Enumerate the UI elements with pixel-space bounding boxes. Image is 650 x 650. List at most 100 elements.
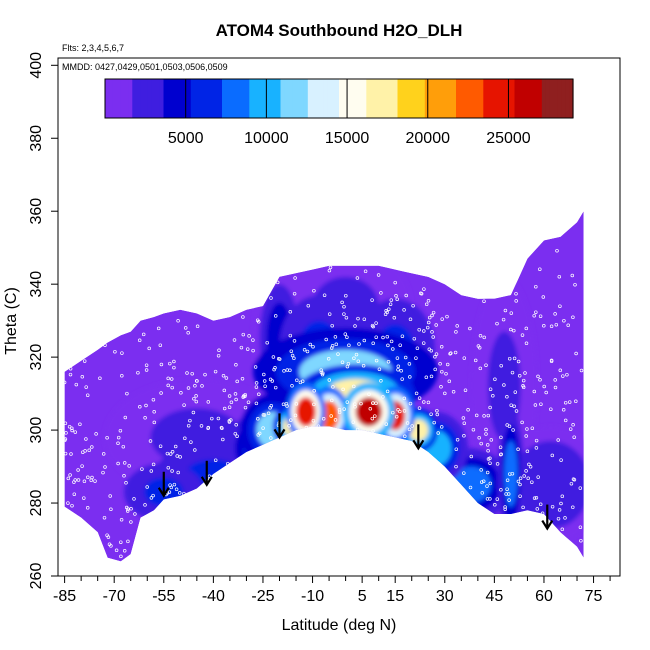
observation-point [235, 379, 239, 384]
observation-point [353, 324, 357, 328]
observation-point [549, 324, 554, 329]
observation-point [489, 438, 494, 442]
colorbar-cell [479, 79, 484, 118]
colorbar-cell [405, 79, 410, 118]
observation-point [538, 267, 542, 271]
observation-point [206, 425, 211, 430]
observation-point [246, 400, 251, 404]
observation-point [383, 312, 388, 316]
observation-point [439, 345, 444, 349]
observation-point [455, 438, 460, 442]
observation-point [523, 371, 527, 375]
observation-point [186, 386, 191, 390]
observation-point [98, 376, 102, 381]
observation-point [158, 444, 163, 448]
observation-point [509, 327, 513, 332]
observation-point [101, 452, 106, 456]
observation-point [253, 365, 258, 369]
observation-point [578, 525, 583, 529]
observation-point [129, 520, 133, 524]
observation-point [193, 448, 197, 452]
observation-point [484, 363, 488, 367]
colorbar-cell [311, 79, 317, 118]
colorbar-cell [452, 79, 457, 118]
observation-point [284, 401, 289, 406]
observation-point [70, 426, 74, 431]
observation-point [352, 384, 356, 389]
observation-point [159, 391, 163, 395]
observation-point [481, 479, 486, 484]
colorbar-cell [428, 79, 434, 118]
observation-point [289, 349, 294, 353]
observation-point [82, 479, 87, 484]
observation-point [89, 478, 93, 483]
observation-point [408, 317, 413, 322]
observation-point [560, 494, 565, 499]
observation-point [343, 332, 348, 336]
observation-point [579, 368, 584, 373]
colorbar-cell [409, 79, 414, 118]
observation-point [141, 332, 146, 337]
observation-point [124, 505, 129, 510]
observation-point [72, 480, 76, 484]
observation-point [174, 487, 179, 492]
observation-point [168, 361, 172, 366]
observation-point [503, 308, 508, 313]
observation-point [569, 481, 574, 486]
observation-point [402, 409, 407, 413]
observation-point [352, 356, 356, 361]
colorbar-cell [105, 79, 110, 118]
observation-point [557, 508, 562, 512]
observation-point [247, 334, 251, 338]
colorbar: 5000 10000 15000 20000 25000 [104, 78, 574, 147]
observation-point [534, 496, 539, 500]
observation-point [374, 401, 378, 406]
observation-point [563, 516, 567, 520]
observation-point [407, 427, 412, 432]
observation-point [327, 268, 332, 273]
observation-point [292, 339, 297, 343]
observation-point [113, 349, 117, 354]
colorbar-cell [151, 79, 157, 118]
colorbar-cell [417, 79, 422, 118]
observation-point [527, 462, 531, 467]
colorbar-cell [210, 79, 215, 118]
observation-point [454, 464, 458, 469]
observation-point [371, 401, 375, 405]
observation-point [509, 403, 513, 407]
observation-point [273, 314, 278, 318]
observation-point [266, 411, 271, 416]
observation-point [394, 294, 398, 298]
observation-point [320, 372, 325, 377]
observation-point [119, 518, 124, 522]
observation-point [85, 393, 90, 397]
observation-point [123, 415, 128, 420]
observation-point [514, 409, 519, 413]
observation-point [482, 299, 486, 303]
colorbar-cell [198, 79, 204, 118]
observation-point [334, 342, 339, 347]
observation-point [331, 385, 335, 389]
observation-point [559, 458, 563, 462]
observation-point [94, 432, 98, 436]
observation-point [346, 361, 351, 366]
colorbar-cell [498, 79, 504, 118]
observation-point [261, 426, 265, 430]
observation-point [571, 315, 575, 320]
colorbar-tick-label: 15000 [325, 130, 370, 147]
tropopause-arrow [412, 424, 425, 451]
observation-point [414, 356, 418, 360]
observation-point [484, 432, 488, 436]
observation-point [262, 413, 267, 417]
x-tick-label: 15 [386, 588, 404, 605]
observation-point [178, 455, 182, 459]
observation-point [417, 327, 421, 332]
observation-point [344, 293, 348, 298]
observation-point [151, 462, 156, 467]
observation-point [538, 502, 543, 507]
observation-point [254, 385, 259, 389]
observation-point [503, 505, 507, 509]
observation-point [520, 420, 524, 425]
colorbar-cell [155, 79, 161, 118]
observation-point [565, 372, 569, 377]
